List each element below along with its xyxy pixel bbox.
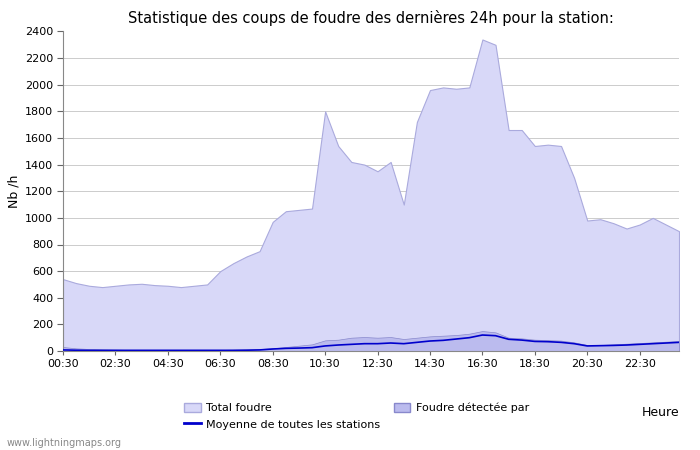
Text: www.lightningmaps.org: www.lightningmaps.org [7, 438, 122, 448]
Text: Heure: Heure [641, 405, 679, 418]
Legend: Total foudre, Moyenne de toutes les stations, Foudre détectée par: Total foudre, Moyenne de toutes les stat… [179, 398, 533, 434]
Y-axis label: Nb /h: Nb /h [8, 175, 21, 208]
Title: Statistique des coups de foudre des dernières 24h pour la station:: Statistique des coups de foudre des dern… [128, 10, 614, 26]
